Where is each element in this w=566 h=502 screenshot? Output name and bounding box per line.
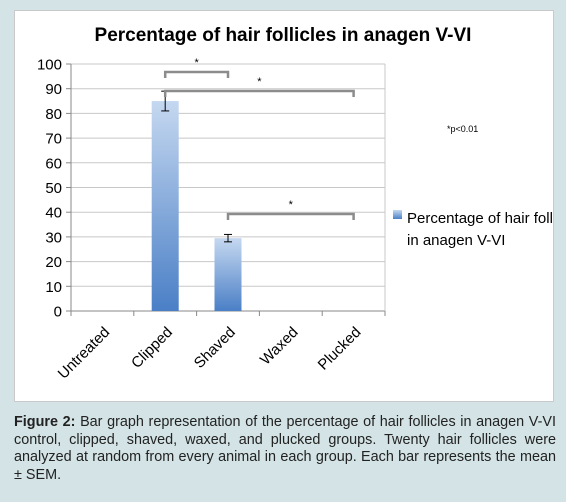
p-value-note: *p<0.01 <box>447 124 478 134</box>
legend-swatch <box>393 210 402 219</box>
y-tick-label: 60 <box>45 155 62 172</box>
significance-bracket: * <box>226 199 355 220</box>
bar-clipped <box>151 101 179 311</box>
x-tick-label: Untreated <box>55 324 114 383</box>
y-tick-label: 80 <box>45 106 62 123</box>
significance-bracket: * <box>163 57 230 78</box>
y-tick-label: 90 <box>45 81 62 98</box>
bracket-line <box>226 212 355 220</box>
bracket-line <box>163 70 230 78</box>
y-tick-label: 10 <box>45 279 62 296</box>
y-tick-label: 30 <box>45 229 62 246</box>
bar-shaved <box>214 238 242 311</box>
significance-mark: * <box>289 199 294 211</box>
x-axis: Untreated Clipped Shaved Waxed Plucked <box>55 324 365 383</box>
y-axis: 0 10 20 30 40 50 60 70 80 90 100 <box>37 57 386 321</box>
legend-label: Percentage of hair follicles in anagen V… <box>407 210 553 249</box>
chart-title: Percentage of hair follicles in anagen V… <box>95 25 472 46</box>
figure-caption: Figure 2: Bar graph representation of th… <box>14 414 556 484</box>
y-tick-label: 100 <box>37 57 62 74</box>
significance-mark: * <box>257 76 262 88</box>
x-tick-label: Clipped <box>128 324 176 372</box>
y-tick-label: 20 <box>45 254 62 271</box>
x-tick-label: Plucked <box>315 324 365 374</box>
y-tick-label: 70 <box>45 131 62 148</box>
bars <box>151 90 242 311</box>
bracket-line <box>163 89 355 97</box>
x-tick-label: Waxed <box>257 324 302 369</box>
chart-panel: Percentage of hair follicles in anagen V… <box>14 10 554 402</box>
y-tick-label: 0 <box>54 304 62 321</box>
legend: Percentage of hair follicles in anagen V… <box>393 210 553 249</box>
significance-bracket: * <box>163 76 355 97</box>
x-tick-label: Shaved <box>191 324 239 372</box>
caption-label: Figure 2: <box>14 414 76 430</box>
caption-text: Bar graph representation of the percenta… <box>14 414 556 483</box>
y-tick-label: 40 <box>45 205 62 222</box>
significance-brackets: * * * <box>163 57 355 220</box>
grid-lines <box>71 63 386 312</box>
significance-mark: * <box>194 57 199 69</box>
bar-chart: Percentage of hair follicles in anagen V… <box>37 25 553 383</box>
y-tick-label: 50 <box>45 180 62 197</box>
